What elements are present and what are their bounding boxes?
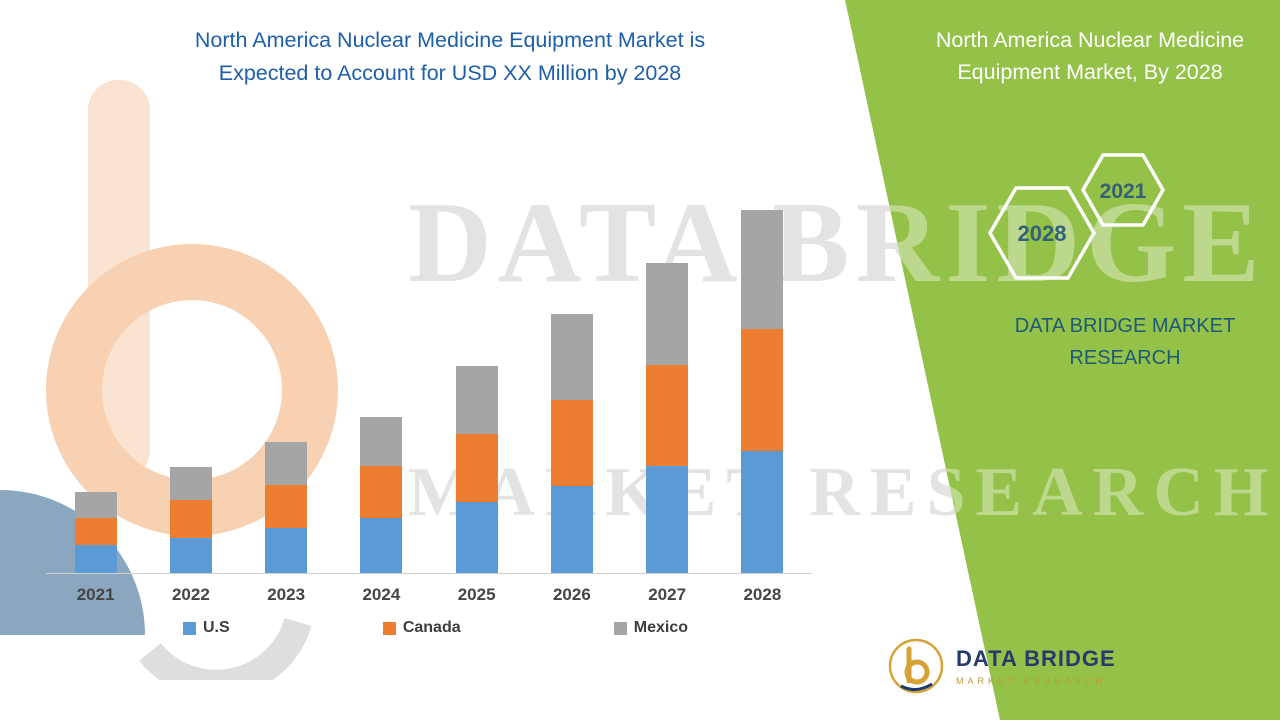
hex-label-2021: 2021 [1100, 180, 1147, 203]
bar-segment-canada [646, 365, 689, 466]
x-tick-label-2026: 2026 [552, 585, 591, 604]
x-axis-line [46, 573, 812, 574]
logo-mark-icon [888, 638, 944, 694]
hexagon-2028-icon [987, 186, 1097, 280]
stacked-bar-2021 [74, 492, 117, 573]
bar-segment-canada [265, 485, 308, 528]
bar-segment-u-s [74, 545, 117, 573]
hexagon-2021-icon [1080, 153, 1166, 227]
legend-item-canada: Canada [382, 619, 461, 637]
stacked-bar-2024 [360, 417, 403, 573]
bar-segment-u-s [360, 518, 403, 573]
x-tick-label-2025: 2025 [457, 585, 496, 604]
bar-segment-canada [741, 329, 784, 451]
bar-segment-u-s [550, 486, 593, 573]
bar-group-2025 [429, 366, 524, 573]
bar-segment-mexico [265, 442, 308, 485]
stacked-bar-2026 [550, 314, 593, 573]
bar-group-2027 [620, 263, 715, 573]
bar-segment-mexico [169, 467, 212, 500]
bar-segment-u-s [646, 466, 689, 573]
bar-segment-u-s [265, 528, 308, 573]
legend-label: U.S [203, 619, 230, 636]
bar-segment-u-s [741, 451, 784, 573]
stacked-bar-2025 [455, 366, 498, 573]
hex-label-2028: 2028 [1018, 221, 1067, 246]
legend-swatch-icon [613, 621, 627, 635]
brand-text: DATA BRIDGE MARKET RESEARCH [955, 310, 1280, 374]
bar-segment-canada [360, 466, 403, 518]
chart-title: North America Nuclear Medicine Equipment… [100, 24, 800, 91]
bar-group-2026 [524, 314, 619, 573]
bar-group-2022 [143, 467, 238, 573]
legend-swatch-icon [382, 621, 396, 635]
logo-name: DATA BRIDGE [956, 646, 1116, 671]
x-tick-label-2023: 2023 [267, 585, 306, 604]
bar-segment-mexico [646, 263, 689, 365]
year-hexagons: 2021 2028 [987, 153, 1166, 280]
bar-segment-mexico [455, 366, 498, 434]
bar-segment-u-s [455, 502, 498, 573]
bar-segment-mexico [550, 314, 593, 400]
logo-tagline: MARKET RESEARCH [956, 676, 1106, 686]
bar-segment-canada [74, 518, 117, 545]
side-panel-title-line1: North America Nuclear Medicine [935, 28, 1245, 52]
legend-item-mexico: Mexico [613, 619, 688, 637]
bar-segment-canada [169, 500, 212, 538]
legend: U.S Canada Mexico [183, 619, 688, 637]
x-tick-label-2021: 2021 [76, 585, 115, 604]
brand-text-line2: RESEARCH [1069, 347, 1181, 369]
stacked-bar-2023 [265, 442, 308, 573]
legend-label: Mexico [633, 619, 688, 636]
bar-segment-mexico [74, 492, 117, 518]
chart-title-line2: Expected to Account for USD XX Million b… [218, 61, 682, 86]
legend-swatch-icon [183, 621, 196, 635]
x-tick-label-2022: 2022 [171, 585, 210, 604]
stacked-bar-2028 [741, 210, 784, 573]
bar-group-2028 [715, 210, 810, 573]
footer-logo: DATA BRIDGE MARKET RESEARCH [886, 636, 1116, 696]
watermark-logo-icon [0, 80, 338, 680]
bars-row [48, 193, 810, 573]
x-tick-label-2027: 2027 [648, 585, 687, 604]
brand-text-line1: DATA BRIDGE MARKET [1014, 315, 1236, 337]
side-panel-title: North America Nuclear Medicine Equipment… [900, 24, 1280, 89]
stacked-bar-2022 [169, 467, 212, 573]
logo-text: DATA BRIDGE MARKET RESEARCH [956, 646, 1116, 686]
chart-title-line1: North America Nuclear Medicine Equipment… [194, 28, 706, 52]
x-tick-label-2024: 2024 [362, 585, 401, 604]
bar-group-2021 [48, 492, 143, 573]
bar-segment-mexico [741, 210, 784, 329]
bar-segment-mexico [360, 417, 403, 466]
side-panel-title-line2: Equipment Market, By 2028 [957, 60, 1223, 85]
legend-label: Canada [402, 619, 461, 636]
bar-segment-canada [550, 400, 593, 486]
bar-group-2023 [239, 442, 334, 573]
legend-item-u-s: U.S [183, 619, 230, 637]
x-tick-label-2028: 2028 [743, 585, 782, 604]
x-labels: 2021 2022 2023 2024 2025 2026 2027 2028 [48, 585, 810, 605]
stacked-bar-2027 [646, 263, 689, 573]
bar-segment-u-s [169, 538, 212, 573]
bar-group-2024 [334, 417, 429, 573]
bar-segment-canada [455, 434, 498, 502]
